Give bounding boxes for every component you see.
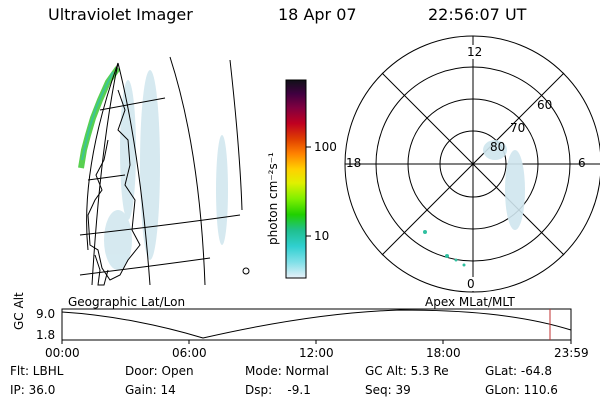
colorbar-tick-10: 10 bbox=[314, 229, 330, 243]
mlt-label-6: 6 bbox=[578, 156, 586, 170]
door-label: Door: Open bbox=[125, 364, 194, 378]
timeline-xtick-0000: 00:00 bbox=[45, 346, 80, 360]
mlt-label-0: 0 bbox=[467, 277, 475, 291]
lat-label-80: 80 bbox=[490, 140, 506, 154]
timeline-xtick-2359: 23:59 bbox=[554, 346, 589, 360]
coastline bbox=[87, 89, 250, 286]
gc-alt-label: GC Alt: 5.3 Re bbox=[365, 364, 449, 378]
mlt-label-12: 12 bbox=[467, 45, 483, 59]
timeline-xtick-0600: 06:00 bbox=[172, 346, 207, 360]
timeline-xtick-1200: 12:00 bbox=[299, 346, 334, 360]
lat-label-60: 60 bbox=[537, 98, 553, 112]
geographic-caption: Geographic Lat/Lon bbox=[68, 295, 186, 309]
lat-label-70: 70 bbox=[510, 121, 526, 135]
altitude-curve bbox=[61, 309, 572, 339]
instrument-title: Ultraviolet Imager bbox=[48, 5, 193, 24]
seq-label: Seq: 39 bbox=[365, 383, 411, 397]
gain-label: Gain: 14 bbox=[125, 383, 176, 397]
mode-label: Mode: Normal bbox=[245, 364, 329, 378]
timeline-ytick-bottom: 1.8 bbox=[36, 328, 56, 342]
time-label: 22:56:07 UT bbox=[428, 5, 527, 24]
graticule bbox=[79, 56, 243, 286]
colorbar-tick-100: 100 bbox=[314, 140, 337, 154]
timeline-ylabel: GC Alt bbox=[12, 292, 26, 330]
filter-label: Flt: LBHL bbox=[10, 364, 64, 378]
polar-aurora bbox=[483, 140, 525, 230]
timeline-xtick-1800: 18:00 bbox=[426, 346, 461, 360]
polar-caption: Apex MLat/MLT bbox=[425, 295, 515, 309]
polar-aurora-spots bbox=[423, 230, 466, 267]
mlt-label-18: 18 bbox=[346, 156, 362, 170]
date-label: 18 Apr 07 bbox=[278, 5, 357, 24]
ip-label: IP: 36.0 bbox=[10, 383, 56, 397]
glat-label: GLat: -64.8 bbox=[485, 364, 552, 378]
timeline-ytick-top: 9.0 bbox=[36, 307, 56, 321]
glon-label: GLon: 110.6 bbox=[485, 383, 558, 397]
dsp-label: Dsp: -9.1 bbox=[245, 383, 311, 397]
